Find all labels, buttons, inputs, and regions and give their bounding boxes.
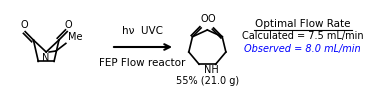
Text: 55% (21.0 g): 55% (21.0 g) <box>176 76 239 86</box>
Text: O: O <box>207 14 215 24</box>
Text: O: O <box>200 14 208 24</box>
Text: FEP Flow reactor: FEP Flow reactor <box>99 58 186 68</box>
Text: hν  UVC: hν UVC <box>122 26 163 36</box>
Text: O: O <box>64 20 72 30</box>
Text: NH: NH <box>204 65 219 75</box>
Text: N: N <box>42 53 50 63</box>
Text: O: O <box>20 20 28 30</box>
Text: Observed = 8.0 mL/min: Observed = 8.0 mL/min <box>244 44 361 54</box>
Text: Calculated = 7.5 mL/min: Calculated = 7.5 mL/min <box>242 31 364 41</box>
Text: Me: Me <box>68 32 82 42</box>
Text: Optimal Flow Rate: Optimal Flow Rate <box>255 19 350 29</box>
